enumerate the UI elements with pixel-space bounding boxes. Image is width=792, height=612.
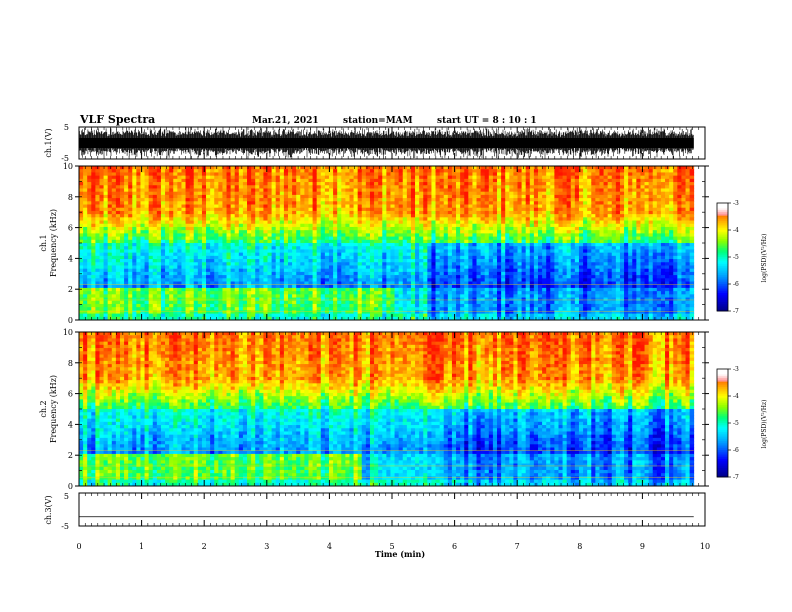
colorbar-tick-label: -6 bbox=[733, 447, 739, 454]
colorbar-tick-label: -4 bbox=[733, 393, 739, 400]
colorbar-tick-label: -5 bbox=[733, 254, 739, 261]
ch1-colorbar-label: log(PSD)(V²/Hz) bbox=[761, 234, 768, 283]
colorbar-tick-label: -7 bbox=[733, 474, 739, 481]
colorbar-tick-label: -7 bbox=[733, 308, 739, 315]
ch1-spectrogram-yticks: 10 8 6 4 2 0 bbox=[63, 162, 709, 325]
time-tick-label: 8 bbox=[577, 542, 582, 551]
frequency-tick-label: 6 bbox=[68, 224, 73, 233]
frequency-tick-label: 6 bbox=[68, 390, 73, 399]
station-label: station=MAM bbox=[343, 116, 413, 126]
ch1-spectrogram-ylabel-frequency: Frequency (kHz) bbox=[49, 209, 58, 277]
ch2-spectrogram-heatmap bbox=[79, 332, 695, 487]
time-tick-label: 6 bbox=[452, 542, 457, 551]
ch1-waveform-panel: 5 -5 ch.1(V) bbox=[44, 123, 706, 163]
frequency-tick-label: 8 bbox=[68, 359, 73, 368]
time-tick-label: 4 bbox=[327, 542, 332, 551]
time-tick-label: 9 bbox=[640, 542, 645, 551]
ch3-waveform-panel: 5 -5 ch.3(V) bbox=[44, 492, 706, 531]
ch3-ytick-bottom: -5 bbox=[61, 522, 69, 531]
ch3-waveform-ylabel: ch.3(V) bbox=[44, 495, 53, 524]
date-label: Mar.21, 2021 bbox=[252, 116, 319, 126]
ch1-waveform-ylabel: ch.1(V) bbox=[44, 128, 53, 157]
ch2-colorbar: -3 -4 -5 -6 -7 bbox=[716, 366, 739, 481]
start-time-label: start UT = 8 : 10 : 1 bbox=[437, 116, 537, 126]
ch1-spectrogram-ylabel-channel: ch.1 bbox=[39, 234, 48, 251]
time-tick-label: 5 bbox=[389, 542, 394, 551]
time-tick-label: 10 bbox=[700, 542, 710, 551]
ch1-ytick-bottom: -5 bbox=[61, 154, 69, 163]
frequency-tick-label: 2 bbox=[68, 451, 73, 460]
frequency-tick-label: 0 bbox=[68, 482, 73, 491]
frequency-tick-label: 8 bbox=[68, 193, 73, 202]
colorbar-tick-label: -4 bbox=[733, 227, 739, 234]
time-axis-tick-labels: 0 1 2 3 4 5 6 7 8 9 10 bbox=[76, 542, 710, 551]
time-tick-label: 1 bbox=[139, 542, 144, 551]
frequency-tick-label: 2 bbox=[68, 285, 73, 294]
figure-title: VLF Spectra bbox=[79, 113, 155, 126]
ch2-spectrogram-ylabel-frequency: Frequency (kHz) bbox=[49, 375, 58, 443]
ch2-spectrogram-ylabel-channel: ch.2 bbox=[39, 400, 48, 417]
time-tick-label: 0 bbox=[76, 542, 81, 551]
frequency-tick-label: 4 bbox=[68, 254, 73, 263]
ch3-ytick-top: 5 bbox=[64, 492, 69, 501]
time-axis-label: Time (min) bbox=[375, 549, 425, 559]
ch1-ytick-top: 5 bbox=[64, 123, 69, 132]
time-tick-label: 3 bbox=[264, 542, 269, 551]
colorbar-tick-label: -3 bbox=[733, 366, 739, 373]
time-tick-label: 2 bbox=[202, 542, 207, 551]
frequency-tick-label: 4 bbox=[68, 420, 73, 429]
colorbar-tick-label: -3 bbox=[733, 200, 739, 207]
frequency-tick-label: 10 bbox=[63, 328, 73, 337]
ch2-colorbar-label: log(PSD)(V²/Hz) bbox=[761, 400, 768, 449]
ch1-spectrogram-heatmap bbox=[79, 166, 695, 321]
ch1-waveform-trace bbox=[79, 127, 694, 159]
frequency-tick-label: 0 bbox=[68, 316, 73, 325]
frequency-tick-label: 10 bbox=[63, 162, 73, 171]
colorbar-tick-label: -5 bbox=[733, 420, 739, 427]
time-axis-ticks bbox=[78, 127, 706, 526]
ch1-colorbar: -3 -4 -5 -6 -7 bbox=[716, 200, 739, 315]
colorbar-tick-label: -6 bbox=[733, 281, 739, 288]
time-tick-label: 7 bbox=[515, 542, 520, 551]
